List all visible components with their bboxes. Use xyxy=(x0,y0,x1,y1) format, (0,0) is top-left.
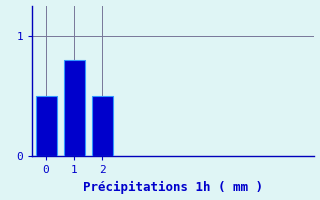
Bar xyxy=(36,96,57,156)
Bar xyxy=(64,60,85,156)
X-axis label: Précipitations 1h ( mm ): Précipitations 1h ( mm ) xyxy=(83,181,263,194)
Bar xyxy=(92,96,113,156)
